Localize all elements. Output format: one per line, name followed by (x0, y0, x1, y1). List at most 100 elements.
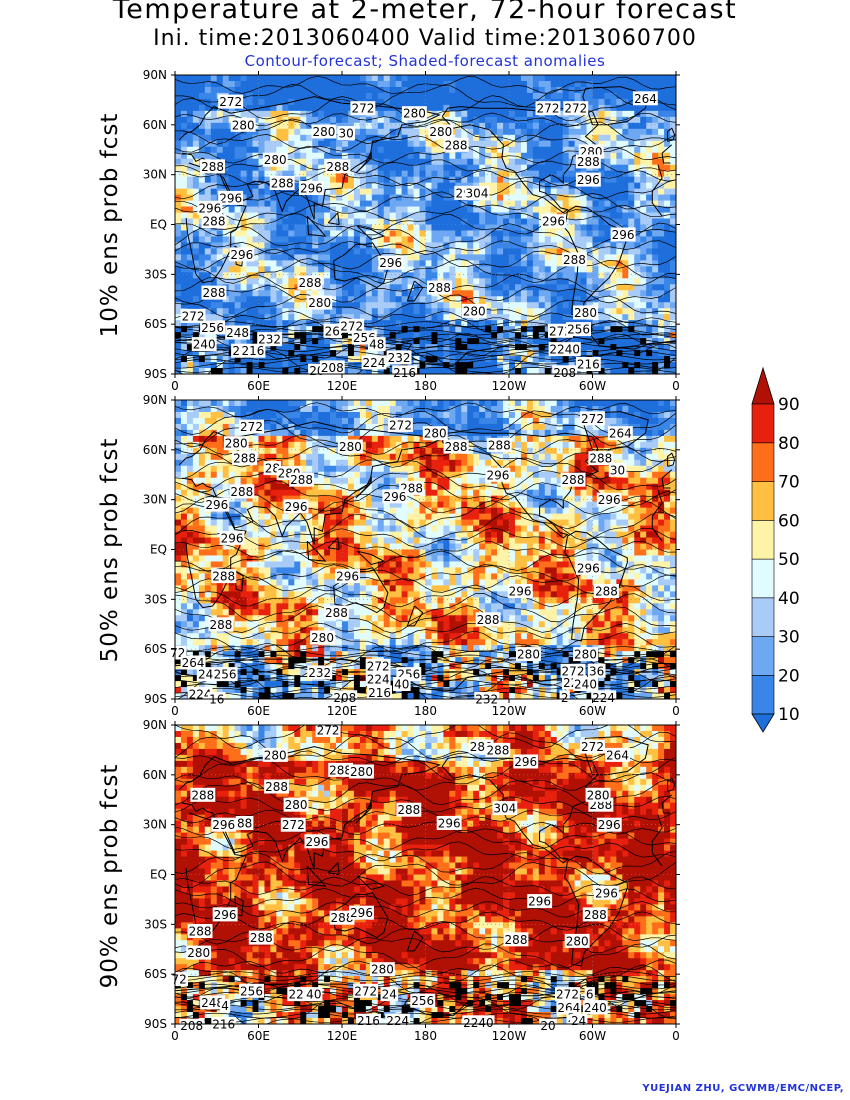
contour-label: 280 (461, 303, 487, 318)
contour-label-text: 288 (488, 438, 511, 452)
contour-label-text: 272 (556, 988, 579, 1002)
contour-label-text: 208 (321, 361, 344, 375)
contour-label: 296 (596, 492, 622, 507)
contour-label: 216 (575, 357, 601, 372)
contour-label-text: 288 (271, 177, 294, 191)
x-tick-label: 0 (672, 379, 680, 393)
contour-label-text: 280 (264, 748, 287, 762)
contour-label: 288 (264, 779, 289, 794)
contour-label-text: 296 (219, 191, 242, 205)
contour-label: 288 (503, 932, 529, 947)
contour-label-text: 280 (566, 934, 589, 948)
contour-label: 248 (200, 995, 225, 1010)
contour-label: 280 (573, 305, 598, 320)
contour-label-text: 264 (606, 748, 629, 762)
contour-label-text: 288 (477, 613, 500, 627)
contour-label: 288 (324, 605, 349, 620)
contour-label: 272 (555, 987, 580, 1002)
contour-label-text: 296 (230, 248, 253, 262)
contour-label: 224 (365, 672, 391, 687)
contour-label-text: 280 (308, 296, 331, 310)
contour-label: 296 (485, 467, 511, 482)
contour-label: 248 (225, 325, 251, 340)
contour-label-text: 264 (182, 656, 205, 670)
contour-label-text: 288 (209, 618, 232, 632)
contour-label-text: 280 (285, 798, 308, 812)
contour-label-text: 288 (250, 931, 273, 945)
y-tick-label: 30N (143, 818, 167, 832)
contour-label: 280 (310, 630, 335, 645)
contour-label-text: 224 (189, 688, 212, 702)
contour-label-text: 272 (562, 664, 585, 678)
colorbar-tick-label: 40 (778, 589, 800, 609)
contour-label: 272 (353, 983, 379, 998)
contour-label-text: 288 (589, 452, 612, 466)
contour-label-text: 288 (299, 276, 322, 290)
contour-label-text: 280 (424, 427, 447, 441)
contour-label: 288 (560, 472, 586, 487)
contour-label: 256 (410, 993, 436, 1008)
contour-label-text: 208 (333, 691, 356, 705)
contour-label: 280 (283, 797, 309, 812)
contour-label-text: 296 (577, 561, 600, 575)
contour-label: 288 (248, 930, 274, 945)
y-tick-label: 60N (143, 118, 167, 132)
contour-label-text: 296 (612, 228, 635, 242)
contour-label-text: 288 (505, 933, 528, 947)
contour-label-text: 208 (553, 366, 576, 380)
contour-label-text: 6 (586, 988, 594, 1002)
contour-label: 296 (513, 754, 539, 769)
y-tick-label: EQ (150, 218, 167, 232)
contour-label: 296 (541, 214, 566, 229)
contour-label: 208 (179, 1018, 205, 1033)
contour-label: 240 (582, 1000, 608, 1015)
colorbar-min-extension (751, 713, 775, 733)
contour-label: 36 (587, 663, 606, 678)
contour-label: 88 (235, 816, 254, 831)
y-tick-label: 60N (143, 768, 167, 782)
y-tick-label: 30N (143, 168, 167, 182)
contour-label: 288 (396, 802, 422, 817)
contour-label-text: 272 (581, 412, 604, 426)
contour-label: 272 (239, 419, 264, 434)
contour-label-text: 288 (189, 925, 212, 939)
contour-label-text: 248 (226, 326, 249, 340)
contour-label-text: 20 (540, 1019, 555, 1033)
contour-label: 296 (229, 247, 255, 262)
contour-label-text: 288 (325, 606, 348, 620)
x-tick-label: 60W (579, 704, 606, 718)
contour-label-text: 296 (300, 182, 323, 196)
contour-label-text: 272 (367, 659, 390, 673)
contour-label: 296 (211, 817, 237, 832)
colorbar-tick-label: 30 (778, 628, 800, 648)
contour-label: 256 (200, 320, 225, 335)
contour-label: 20 (539, 1018, 557, 1033)
y-tick-label: 90S (144, 367, 167, 381)
contour-label: 288 (297, 275, 323, 290)
contour-label: 240 (191, 337, 217, 352)
contour-label-text: 216 (241, 344, 264, 358)
contour-label-text: 240 (193, 338, 216, 352)
contour-label: 280 (230, 117, 256, 132)
contour-label: 256 (239, 983, 264, 998)
contour-label: 288 (485, 742, 511, 757)
y-tick-label: 60S (144, 642, 167, 656)
contour-label-text: 216 (368, 686, 391, 700)
contour-label-text: 24 (198, 668, 213, 682)
contour-label: 296 (283, 499, 309, 514)
contour-label-text: 304 (493, 802, 516, 816)
contour-label-text: 296 (214, 908, 237, 922)
panel-axes: 0 60E 120E 180 120W 60W 0 90N 60N 30N EQ 30S 60S 90S (143, 393, 680, 718)
contour-label: 272 (580, 411, 605, 426)
contour-label-text: 2 (232, 344, 240, 358)
contour-label: 296 (304, 834, 330, 849)
contour-label: 224 (361, 355, 387, 370)
contour-label-text: 28 (265, 462, 280, 476)
contour-label: 296 (212, 907, 238, 922)
y-tick-label: 90N (143, 68, 167, 82)
contour-label: 280 (585, 787, 611, 802)
contour-label-text: 296 (221, 531, 244, 545)
contour-label: 288 (562, 252, 587, 267)
contour-label-text: 232 (258, 333, 281, 347)
contour-label-text: 288 (212, 570, 235, 584)
